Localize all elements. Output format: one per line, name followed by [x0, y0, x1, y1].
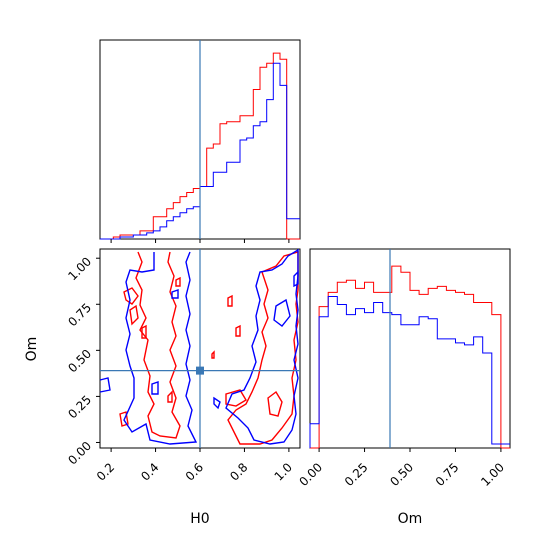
- om-marginal-panel: 0.00 0.25 0.50 0.75 1.00 Om: [296, 248, 511, 527]
- blue-contour-small-4: [213, 396, 221, 410]
- om-hist-tick-label-2: 0.50: [387, 460, 416, 489]
- contour-y-tick-label-0: 0.00: [65, 439, 94, 468]
- blue-contour-small-2: [151, 381, 159, 395]
- red-contour-right-inner: [267, 390, 283, 417]
- blue-contour-small-3: [99, 377, 111, 393]
- om-hist-ticks: 0.00 0.25 0.50 0.75 1.00: [296, 448, 507, 489]
- contour-x-tick-label-1: 0.4: [138, 460, 161, 483]
- red-contour-small-5: [175, 276, 181, 287]
- contour-y-tick-label-1: 0.25: [65, 393, 94, 422]
- h0-axis-label: H0: [190, 511, 209, 527]
- contour-y-tick-label-4: 1.00: [65, 254, 94, 283]
- om-hist-series: [309, 265, 510, 449]
- om-hist-tick-label-0: 0.00: [296, 460, 325, 489]
- red-contour-small-1: [123, 287, 139, 305]
- blue-contour-left: [123, 251, 198, 445]
- contour-truth-marker: [196, 366, 204, 375]
- red-contour-main-left: [135, 251, 181, 439]
- contour-x-tick-label-4: 1.0: [272, 460, 295, 483]
- red-contour-small-2: [129, 304, 139, 326]
- om-hist-tick-label-1: 0.25: [342, 460, 371, 489]
- blue-contour-right: [225, 248, 299, 445]
- red-contour-small-6: [227, 294, 233, 307]
- h0-om-contour-panel: 0.2 0.4 0.6 0.8 1.0 0.000.250.500.751.00 H0 …: [24, 248, 301, 527]
- red-contour-small-7: [235, 324, 241, 337]
- blue-contour-right-inner-2: [293, 270, 299, 288]
- red-contour-small-3: [141, 324, 147, 339]
- contour-y-tick-label-3: 0.75: [65, 300, 94, 329]
- contour-y-ticks: 0.00 0.25 0.50 0.75 1.00: [65, 254, 100, 467]
- red-contours: [119, 251, 299, 445]
- om-hist-tick-label-3: 0.75: [433, 460, 462, 489]
- contour-x-tick-label-3: 0.8: [227, 460, 250, 483]
- h0-marginal-panel: [99, 39, 301, 243]
- om-hist-series-0: [310, 265, 510, 449]
- red-contour-small-9: [119, 411, 129, 427]
- contour-x-tick-label-2: 0.6: [183, 460, 206, 483]
- blue-contour-small-1: [171, 289, 179, 299]
- h0-hist-ticks: [110, 239, 290, 243]
- red-contour-right: [227, 251, 299, 445]
- contour-x-tick-label-0: 0.2: [94, 460, 117, 483]
- blue-contours: [99, 248, 299, 445]
- red-contour-lower-mid: [225, 389, 247, 407]
- red-contour-small-8: [211, 350, 215, 359]
- blue-contour-right-inner: [273, 298, 291, 327]
- contour-x-ticks: 0.2 0.4 0.6 0.8 1.0: [94, 448, 295, 484]
- contour-y-tick-label-2: 0.50: [65, 347, 94, 376]
- red-contour-small-4: [167, 390, 173, 403]
- om-axis-label-y: Om: [24, 337, 40, 362]
- om-hist-tick-label-4: 1.00: [478, 460, 507, 489]
- om-axis-label-x: Om: [398, 511, 423, 527]
- om-hist-series-1: [309, 296, 510, 448]
